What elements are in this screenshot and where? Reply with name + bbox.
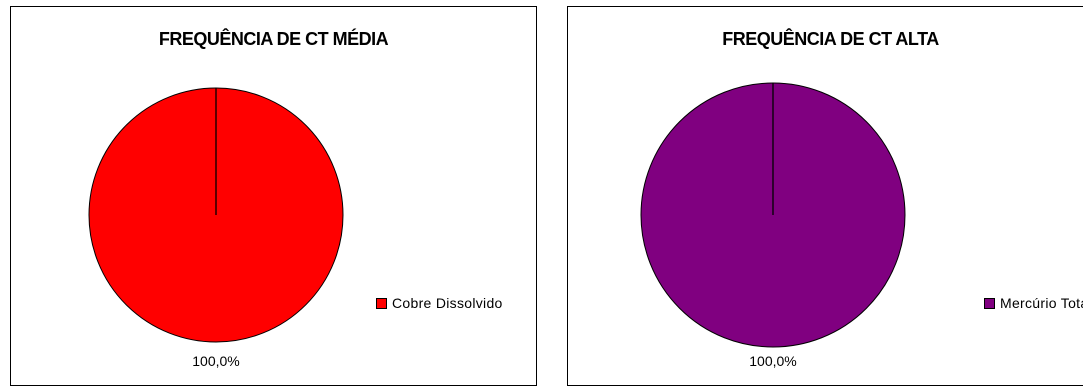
legend: Cobre Dissolvido [376, 294, 503, 312]
chart-title: FREQUÊNCIA DE CT MÉDIA [158, 29, 389, 49]
pie-chart [640, 82, 906, 348]
legend-swatch [376, 297, 387, 309]
legend-entry: Mercúrio Total [1000, 295, 1083, 311]
chart-panel-alta: FREQUÊNCIA DE CT ALTA Mercúrio Total 100… [567, 6, 1083, 386]
data-label: 100,0% [749, 353, 797, 369]
chart-title: FREQUÊNCIA DE CT ALTA [722, 29, 939, 49]
pie-chart [88, 87, 344, 343]
legend-entry: Cobre Dissolvido [392, 295, 503, 311]
data-label: 100,0% [192, 353, 240, 369]
legend: Mercúrio Total [984, 294, 1083, 312]
legend-swatch [984, 297, 995, 309]
chart-panel-media: FREQUÊNCIA DE CT MÉDIA Cobre Dissolvido … [10, 6, 537, 386]
